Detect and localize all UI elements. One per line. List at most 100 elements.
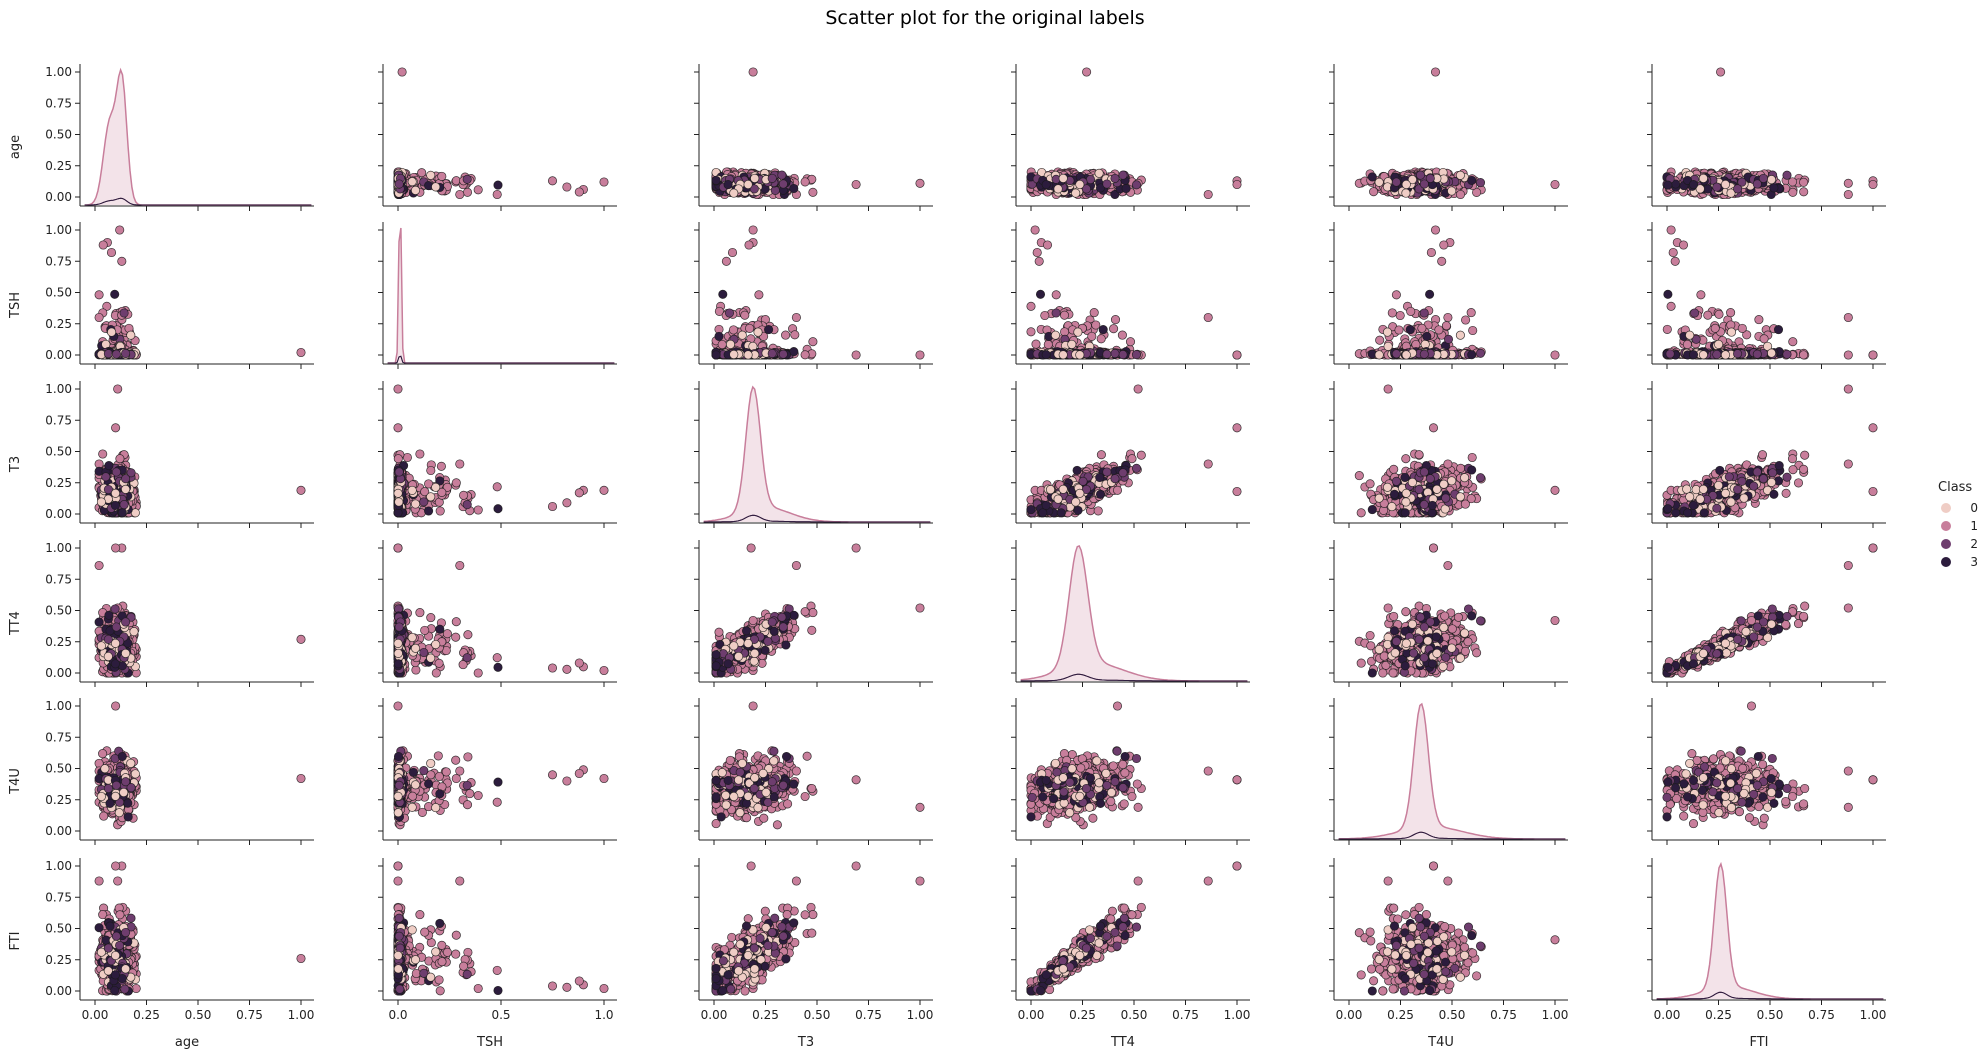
scatter-point [718, 340, 726, 348]
scatter-point [1770, 184, 1778, 192]
scatter-point [1664, 181, 1672, 189]
scatter-point [1456, 171, 1464, 179]
scatter-point [411, 186, 419, 194]
scatter-point [474, 186, 482, 194]
scatter-point [493, 190, 501, 198]
scatter-point [95, 313, 103, 321]
scatter-point [1086, 175, 1094, 183]
scatter-point [107, 248, 115, 256]
scatter-point [749, 68, 757, 76]
scatter-point [730, 189, 738, 197]
y-tick-label: 0.00 [45, 190, 72, 204]
scatter-point [1476, 178, 1484, 186]
scatter-point [548, 177, 556, 185]
scatter-point [778, 171, 786, 179]
scatter-point [852, 180, 860, 188]
scatter-point [751, 174, 759, 182]
scatter-point [438, 172, 446, 180]
scatter-point [418, 169, 426, 177]
scatter-point [1800, 188, 1808, 196]
scatter-point [790, 184, 798, 192]
scatter-point [741, 311, 749, 319]
scatter-point [1122, 184, 1130, 192]
scatter-point [575, 188, 583, 196]
scatter-point [1233, 180, 1241, 188]
scatter-point [1095, 169, 1103, 177]
scatter-point [1721, 180, 1729, 188]
scatter-point [809, 338, 817, 346]
y-tick-label: 0.25 [45, 317, 72, 331]
scatter-point [127, 331, 135, 339]
scatter-point [1076, 180, 1084, 188]
scatter-point [1054, 185, 1062, 193]
scatter-point [916, 179, 924, 187]
scatter-point [1689, 180, 1697, 188]
scatter-point [456, 190, 464, 198]
scatter-point [1704, 185, 1712, 193]
y-tick-label: 0.25 [45, 159, 72, 173]
scatter-point [408, 178, 416, 186]
scatter-point [112, 350, 120, 358]
scatter-point [1431, 68, 1439, 76]
scatter-point [1713, 183, 1721, 191]
scatter-point [771, 186, 779, 194]
scatter-point [791, 331, 799, 339]
scatter-point [1402, 180, 1410, 188]
scatter-point [1844, 190, 1852, 198]
scatter-point [1369, 188, 1377, 196]
scatter-point [297, 348, 305, 356]
scatter-point [744, 180, 752, 188]
scatter-point [801, 178, 809, 186]
scatter-point [95, 291, 103, 299]
scatter-point [1103, 180, 1111, 188]
scatter-point [729, 326, 737, 334]
scatter-point [398, 68, 406, 76]
scatter-point [1072, 189, 1080, 197]
scatter-point [1375, 178, 1383, 186]
scatter-point [1468, 176, 1476, 184]
scatter-point [121, 349, 129, 357]
scatter-point [1767, 175, 1775, 183]
scatter-point [1082, 68, 1090, 76]
scatter-point [801, 351, 809, 359]
scatter-point [120, 309, 128, 317]
scatter-point [1368, 173, 1376, 181]
scatter-point [118, 257, 126, 265]
scatter-point [1799, 178, 1807, 186]
scatter-point [712, 176, 720, 184]
scatter-point [809, 188, 817, 196]
scatter-point [1551, 180, 1559, 188]
scatter-point [432, 183, 440, 191]
scatter-point [463, 175, 471, 183]
scatter-point [1042, 180, 1050, 188]
y-axis-label: TSH [8, 292, 23, 319]
scatter-point [1753, 180, 1761, 188]
scatter-point [779, 180, 787, 188]
scatter-point [1783, 171, 1791, 179]
y-tick-label: 1.00 [45, 65, 72, 79]
scatter-point [1420, 180, 1428, 188]
scatter-point [781, 331, 789, 339]
scatter-point [99, 241, 107, 249]
y-tick-label: 1.00 [45, 223, 72, 237]
scatter-point [1392, 178, 1400, 186]
scatter-point [1844, 179, 1852, 187]
scatter-point [745, 324, 753, 332]
y-tick-label: 0.50 [45, 128, 72, 142]
y-tick-label: 0.50 [45, 286, 72, 300]
scatter-point [1204, 190, 1212, 198]
scatter-point [1416, 171, 1424, 179]
scatter-point [563, 183, 571, 191]
y-tick-label: 0.75 [45, 254, 72, 268]
chart-title: Scatter plot for the original labels [825, 7, 1144, 29]
scatter-point [1119, 171, 1127, 179]
scatter-point [1402, 189, 1410, 197]
scatter-point [111, 290, 119, 298]
scatter-point [1456, 190, 1464, 198]
scatter-point [1448, 187, 1456, 195]
scatter-point [116, 226, 124, 234]
scatter-point [768, 174, 776, 182]
scatter-point [427, 171, 435, 179]
